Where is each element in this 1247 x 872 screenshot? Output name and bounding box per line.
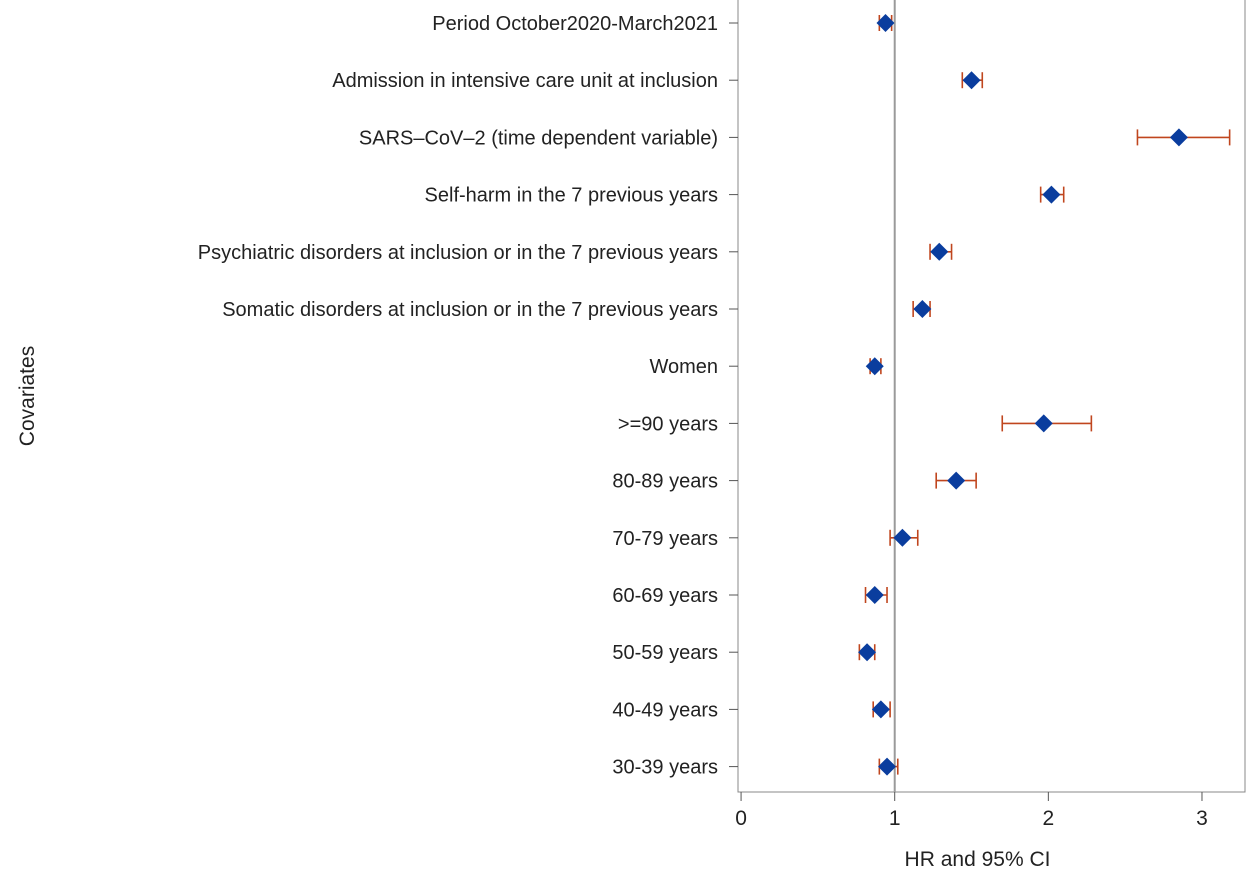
hr-marker <box>947 471 966 490</box>
covariate-label: Women <box>649 356 718 378</box>
covariate-label: SARS–CoV–2 (time dependent variable) <box>359 127 718 149</box>
hr-marker <box>876 14 895 32</box>
covariate-label: 60-69 years <box>612 585 718 607</box>
covariate-label: 30-39 years <box>612 757 718 779</box>
covariate-label: Admission in intensive care unit at incl… <box>332 70 718 92</box>
covariate-label: 70-79 years <box>612 528 718 550</box>
hr-marker <box>878 757 897 776</box>
hr-marker <box>893 528 912 547</box>
x-tick-label: 3 <box>1196 807 1208 830</box>
covariate-label: Self-harm in the 7 previous years <box>425 185 718 207</box>
hr-marker <box>865 586 884 604</box>
covariate-label: 50-59 years <box>612 642 718 664</box>
hr-marker <box>913 300 932 318</box>
covariate-label: 40-49 years <box>612 699 718 721</box>
covariate-label: 80-89 years <box>612 471 718 493</box>
covariate-label: >=90 years <box>618 413 718 435</box>
covariate-label: Period October2020-March2021 <box>432 13 718 35</box>
hr-marker <box>962 71 981 90</box>
x-tick-label: 1 <box>889 807 901 830</box>
covariate-label: Somatic disorders at inclusion or in the… <box>222 299 718 321</box>
x-tick-label: 2 <box>1043 807 1055 830</box>
x-axis-title: HR and 95% CI <box>905 848 1051 871</box>
plot-area: 0 1 2 3 Period October2020-March2021 Admissio… <box>198 0 1246 830</box>
hr-marker <box>1169 128 1188 147</box>
hr-marker <box>930 242 949 261</box>
y-axis-title: Covariates <box>16 346 39 446</box>
hr-marker <box>1042 185 1061 204</box>
plot-frame <box>737 0 1246 793</box>
hr-marker <box>865 357 884 376</box>
covariate-label: Psychiatric disorders at inclusion or in… <box>198 242 718 264</box>
hr-marker <box>871 700 890 719</box>
hr-marker <box>858 643 877 662</box>
hr-marker <box>1034 414 1053 433</box>
x-tick-label: 0 <box>735 807 747 830</box>
